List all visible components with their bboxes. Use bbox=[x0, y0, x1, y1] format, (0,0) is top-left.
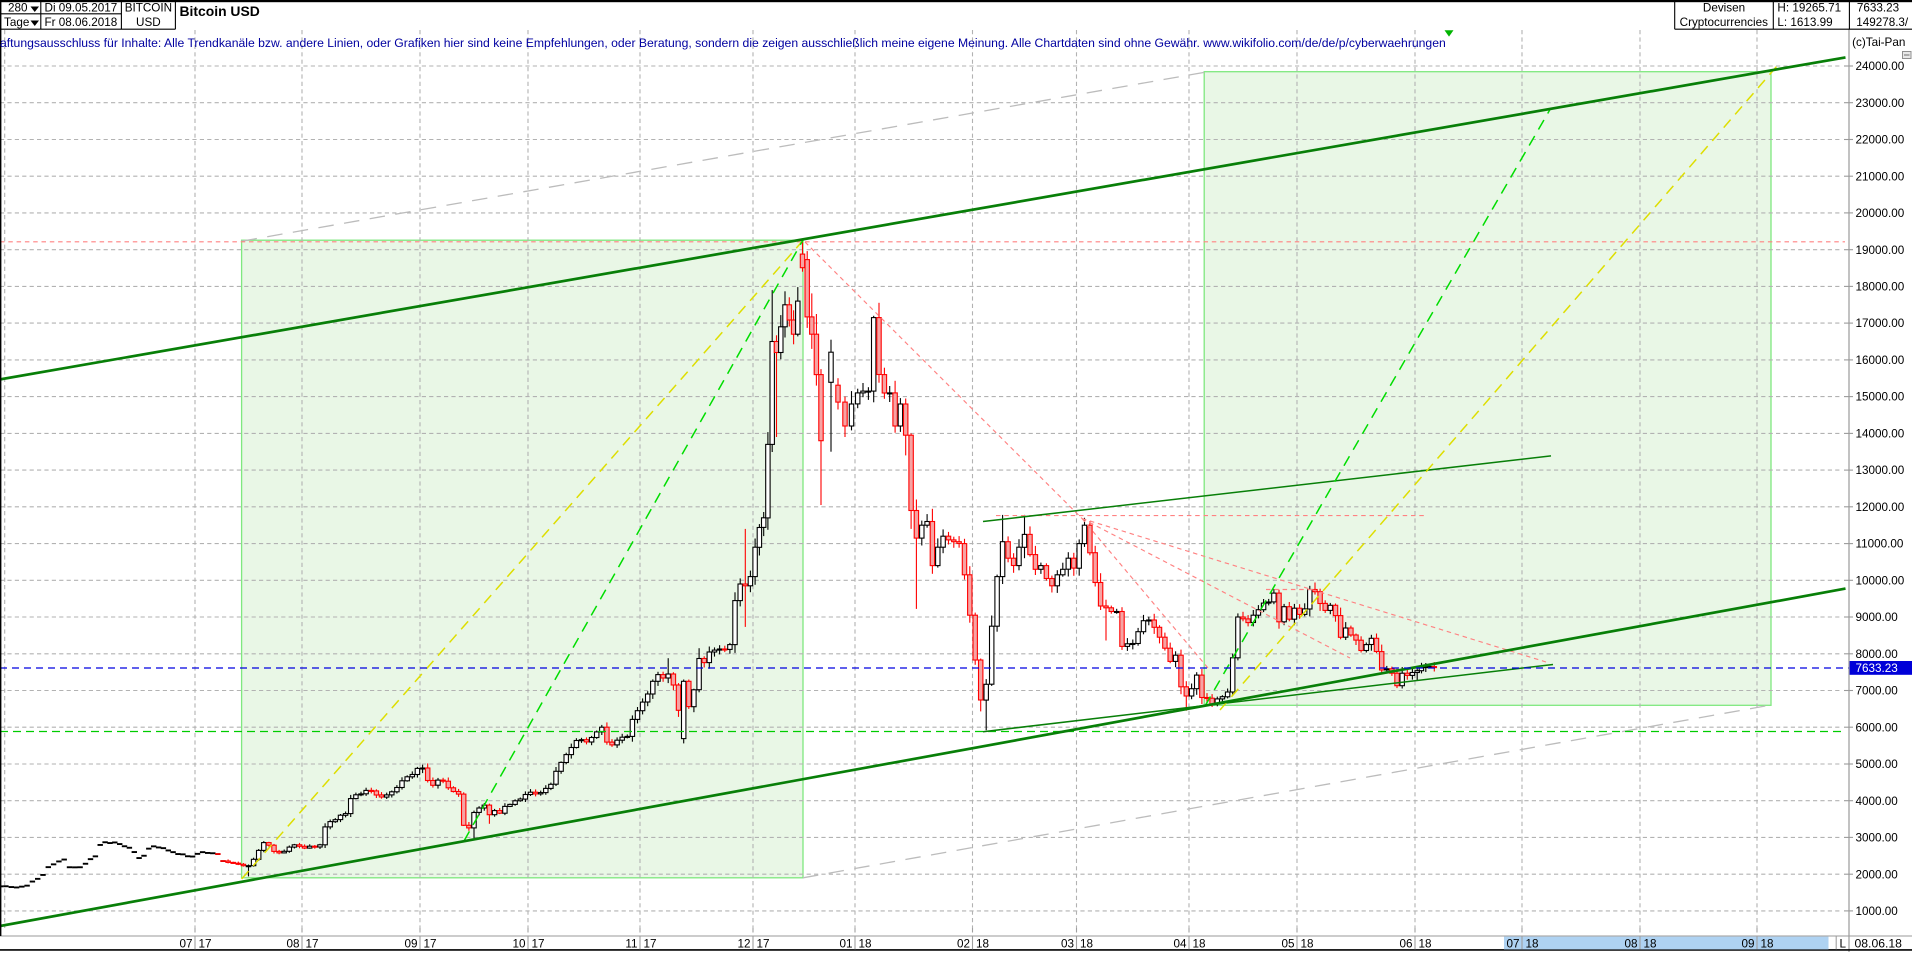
svg-text:BITCOIN: BITCOIN bbox=[125, 2, 172, 15]
svg-text:18: 18 bbox=[859, 937, 872, 950]
svg-text:22000.00: 22000.00 bbox=[1856, 134, 1905, 147]
svg-text:15000.00: 15000.00 bbox=[1856, 391, 1905, 404]
svg-text:5000.00: 5000.00 bbox=[1856, 758, 1899, 771]
svg-text:05: 05 bbox=[1281, 937, 1295, 950]
svg-text:3000.00: 3000.00 bbox=[1856, 832, 1899, 845]
svg-text:18: 18 bbox=[976, 937, 989, 950]
svg-text:17: 17 bbox=[532, 937, 545, 950]
svg-text:20000.00: 20000.00 bbox=[1856, 207, 1905, 220]
svg-text:08: 08 bbox=[1624, 937, 1637, 950]
svg-text:12: 12 bbox=[737, 937, 750, 950]
svg-text:2000.00: 2000.00 bbox=[1856, 868, 1899, 881]
svg-text:17: 17 bbox=[306, 937, 319, 950]
svg-text:18000.00: 18000.00 bbox=[1856, 281, 1905, 294]
svg-text:L: 1613.99: L: 1613.99 bbox=[1777, 16, 1832, 29]
svg-text:4000.00: 4000.00 bbox=[1856, 795, 1899, 808]
svg-text:Di 09.05.2017: Di 09.05.2017 bbox=[45, 2, 118, 15]
svg-text:USD: USD bbox=[136, 16, 161, 29]
svg-text:09: 09 bbox=[404, 937, 417, 950]
svg-text:13000.00: 13000.00 bbox=[1856, 464, 1905, 477]
svg-text:aftungsausschluss für Inhalte:: aftungsausschluss für Inhalte: Alle Tren… bbox=[0, 36, 1446, 50]
svg-text:09: 09 bbox=[1741, 937, 1754, 950]
svg-text:L: L bbox=[1840, 937, 1847, 950]
svg-text:12000.00: 12000.00 bbox=[1856, 501, 1905, 514]
svg-text:8000.00: 8000.00 bbox=[1856, 648, 1899, 661]
svg-text:18: 18 bbox=[1301, 937, 1314, 950]
svg-text:17: 17 bbox=[199, 937, 212, 950]
svg-text:7000.00: 7000.00 bbox=[1856, 685, 1899, 698]
svg-text:04: 04 bbox=[1173, 937, 1187, 950]
svg-text:Bitcoin USD: Bitcoin USD bbox=[180, 3, 260, 19]
svg-text:24000.00: 24000.00 bbox=[1856, 60, 1905, 73]
svg-text:280: 280 bbox=[8, 2, 28, 15]
svg-text:18: 18 bbox=[1644, 937, 1657, 950]
svg-text:10: 10 bbox=[512, 937, 526, 950]
svg-text:149278.3/: 149278.3/ bbox=[1856, 16, 1909, 29]
svg-text:Tage: Tage bbox=[4, 16, 29, 29]
svg-text:01: 01 bbox=[839, 937, 852, 950]
svg-text:23000.00: 23000.00 bbox=[1856, 97, 1905, 110]
svg-text:18: 18 bbox=[1761, 937, 1774, 950]
svg-text:19000.00: 19000.00 bbox=[1856, 244, 1905, 257]
svg-text:16000.00: 16000.00 bbox=[1856, 354, 1905, 367]
svg-text:03: 03 bbox=[1061, 937, 1074, 950]
svg-text:6000.00: 6000.00 bbox=[1856, 721, 1899, 734]
svg-text:17000.00: 17000.00 bbox=[1856, 317, 1905, 330]
svg-text:18: 18 bbox=[1080, 937, 1093, 950]
svg-text:08.06.18: 08.06.18 bbox=[1855, 937, 1903, 951]
svg-text:Cryptocurrencies: Cryptocurrencies bbox=[1680, 16, 1768, 29]
svg-text:06: 06 bbox=[1399, 937, 1412, 950]
svg-text:1000.00: 1000.00 bbox=[1856, 905, 1899, 918]
svg-text:17: 17 bbox=[757, 937, 770, 950]
svg-text:07: 07 bbox=[1506, 937, 1519, 950]
svg-text:18: 18 bbox=[1193, 937, 1206, 950]
svg-text:18: 18 bbox=[1526, 937, 1539, 950]
svg-text:(c)Tai-Pan: (c)Tai-Pan bbox=[1852, 36, 1905, 49]
svg-text:9000.00: 9000.00 bbox=[1856, 611, 1899, 624]
svg-text:07: 07 bbox=[179, 937, 192, 950]
svg-text:Fr 08.06.2018: Fr 08.06.2018 bbox=[45, 16, 118, 29]
svg-text:18: 18 bbox=[1419, 937, 1432, 950]
svg-text:17: 17 bbox=[644, 937, 657, 950]
svg-text:08: 08 bbox=[286, 937, 299, 950]
svg-text:7633.23: 7633.23 bbox=[1857, 2, 1899, 15]
svg-text:17: 17 bbox=[424, 937, 437, 950]
svg-text:02: 02 bbox=[957, 937, 970, 950]
svg-text:10000.00: 10000.00 bbox=[1856, 574, 1905, 587]
svg-text:7633.23: 7633.23 bbox=[1856, 662, 1898, 675]
svg-text:11000.00: 11000.00 bbox=[1856, 538, 1904, 551]
svg-text:14000.00: 14000.00 bbox=[1856, 428, 1905, 441]
svg-text:Devisen: Devisen bbox=[1703, 2, 1745, 15]
svg-text:11: 11 bbox=[625, 937, 637, 950]
svg-text:H: 19265.71: H: 19265.71 bbox=[1777, 2, 1841, 15]
svg-text:21000.00: 21000.00 bbox=[1856, 170, 1905, 183]
